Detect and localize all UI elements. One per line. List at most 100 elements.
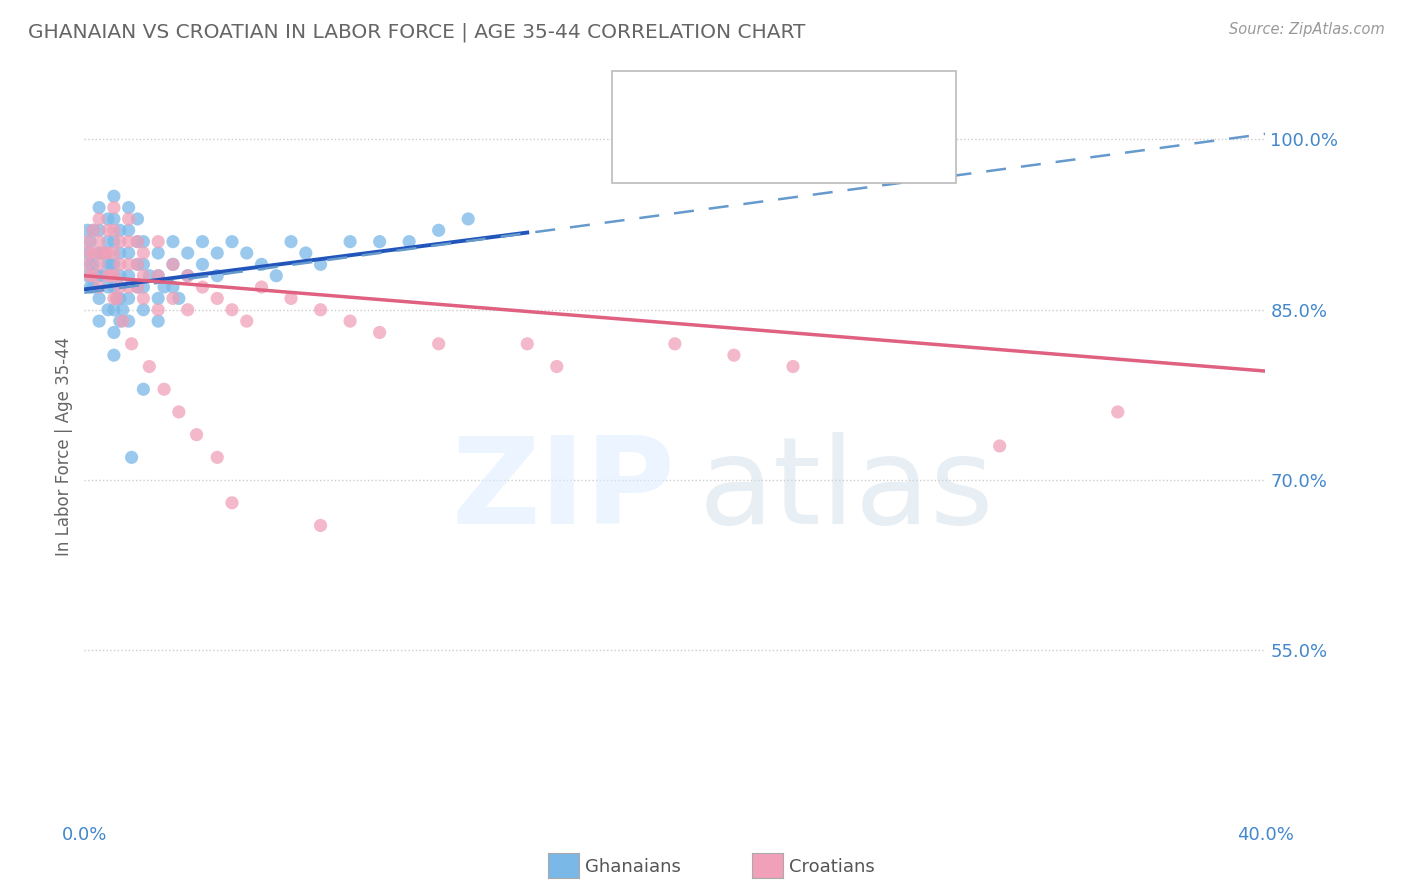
Point (97, 235, 120, 249)
Point (91, 246, 114, 260)
Point (111, 314, 134, 328)
Point (79, 235, 101, 249)
Point (103, 292, 125, 306)
Point (148, 314, 170, 328)
Point (118, 246, 141, 260)
Point (97, 302, 120, 317)
Point (87, 280, 111, 294)
Point (118, 268, 141, 283)
Point (546, 359, 568, 374)
Point (207, 292, 229, 306)
Point (148, 235, 170, 249)
Point (97, 268, 120, 283)
Point (103, 201, 125, 215)
Point (398, 235, 420, 249)
Point (118, 314, 141, 328)
Text: Source: ZipAtlas.com: Source: ZipAtlas.com (1229, 22, 1385, 37)
Point (103, 189, 125, 203)
Point (127, 235, 149, 249)
Point (82, 268, 104, 283)
Point (100, 268, 122, 283)
Point (118, 257, 141, 271)
Point (108, 246, 131, 260)
Point (118, 201, 141, 215)
Text: GHANAIAN VS CROATIAN IN LABOR FORCE | AGE 35-44 CORRELATION CHART: GHANAIAN VS CROATIAN IN LABOR FORCE | AG… (28, 22, 806, 42)
Point (97, 211, 120, 226)
Point (207, 268, 229, 283)
Point (76, 268, 98, 283)
Point (162, 257, 184, 271)
Point (309, 518, 332, 533)
Point (87, 201, 111, 215)
Point (132, 280, 155, 294)
Point (167, 405, 190, 419)
Point (162, 292, 184, 306)
Point (82, 246, 104, 260)
Point (76, 257, 98, 271)
Point (97, 246, 120, 260)
Point (132, 235, 155, 249)
Point (103, 268, 125, 283)
Point (427, 336, 450, 351)
Point (91, 246, 114, 260)
Point (79, 268, 101, 283)
Point (162, 280, 184, 294)
Point (191, 257, 214, 271)
Point (162, 235, 184, 249)
Point (108, 314, 131, 328)
Point (103, 223, 125, 237)
Point (97, 257, 120, 271)
Point (280, 235, 302, 249)
Point (108, 292, 131, 306)
Point (167, 292, 190, 306)
Point (127, 235, 149, 249)
Point (76, 223, 98, 237)
Point (132, 292, 155, 306)
Point (148, 268, 170, 283)
Point (103, 302, 125, 317)
Point (221, 235, 243, 249)
Point (127, 257, 149, 271)
Point (103, 280, 125, 294)
Point (250, 280, 273, 294)
Point (127, 280, 149, 294)
Point (82, 257, 104, 271)
Point (97, 223, 120, 237)
Point (988, 439, 1011, 453)
Point (94, 246, 117, 260)
Point (100, 257, 122, 271)
Point (782, 359, 804, 374)
Point (103, 348, 125, 362)
Point (105, 292, 128, 306)
Point (79, 280, 101, 294)
Point (153, 280, 176, 294)
Point (186, 427, 208, 442)
Point (309, 302, 332, 317)
Point (97, 280, 120, 294)
Point (191, 235, 214, 249)
Point (79, 246, 101, 260)
Point (368, 326, 391, 340)
Point (295, 246, 318, 260)
Point (250, 257, 273, 271)
Text: Croatians: Croatians (789, 858, 875, 876)
Point (221, 496, 243, 510)
Point (457, 211, 479, 226)
Point (207, 450, 229, 465)
Point (79, 257, 101, 271)
Point (1107, 405, 1129, 419)
Point (82, 223, 104, 237)
Point (111, 302, 134, 317)
Point (191, 280, 214, 294)
Point (127, 280, 149, 294)
Point (108, 223, 131, 237)
Y-axis label: In Labor Force | Age 35-44: In Labor Force | Age 35-44 (55, 336, 73, 556)
Point (118, 235, 141, 249)
Point (82, 223, 104, 237)
Point (664, 336, 686, 351)
Point (148, 246, 170, 260)
Point (108, 280, 131, 294)
Point (103, 235, 125, 249)
Point (266, 268, 288, 283)
Point (132, 246, 155, 260)
